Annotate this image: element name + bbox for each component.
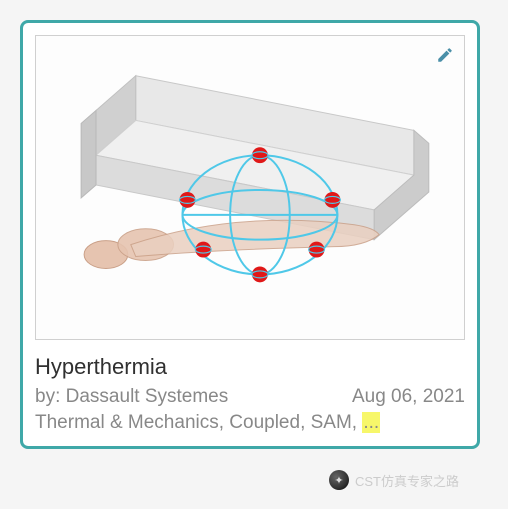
model-3d-render: [36, 36, 464, 339]
wechat-icon: ✦: [329, 470, 349, 490]
card-tags: Thermal & Mechanics, Coupled, SAM, ...: [35, 412, 465, 434]
card-meta-row: by: Dassault Systemes Aug 06, 2021: [35, 386, 465, 408]
watermark: ✦ CST仿真专家之路: [329, 470, 459, 490]
card-author: by: Dassault Systemes: [35, 386, 228, 408]
card-title: Hyperthermia: [35, 354, 465, 380]
tags-ellipsis[interactable]: ...: [362, 412, 380, 433]
edit-icon[interactable]: [436, 46, 454, 64]
preview-thumbnail[interactable]: [35, 35, 465, 340]
card-info: Hyperthermia by: Dassault Systemes Aug 0…: [35, 340, 465, 434]
card-date: Aug 06, 2021: [352, 386, 465, 408]
template-card[interactable]: Hyperthermia by: Dassault Systemes Aug 0…: [20, 20, 480, 449]
watermark-text: CST仿真专家之路: [355, 471, 459, 490]
